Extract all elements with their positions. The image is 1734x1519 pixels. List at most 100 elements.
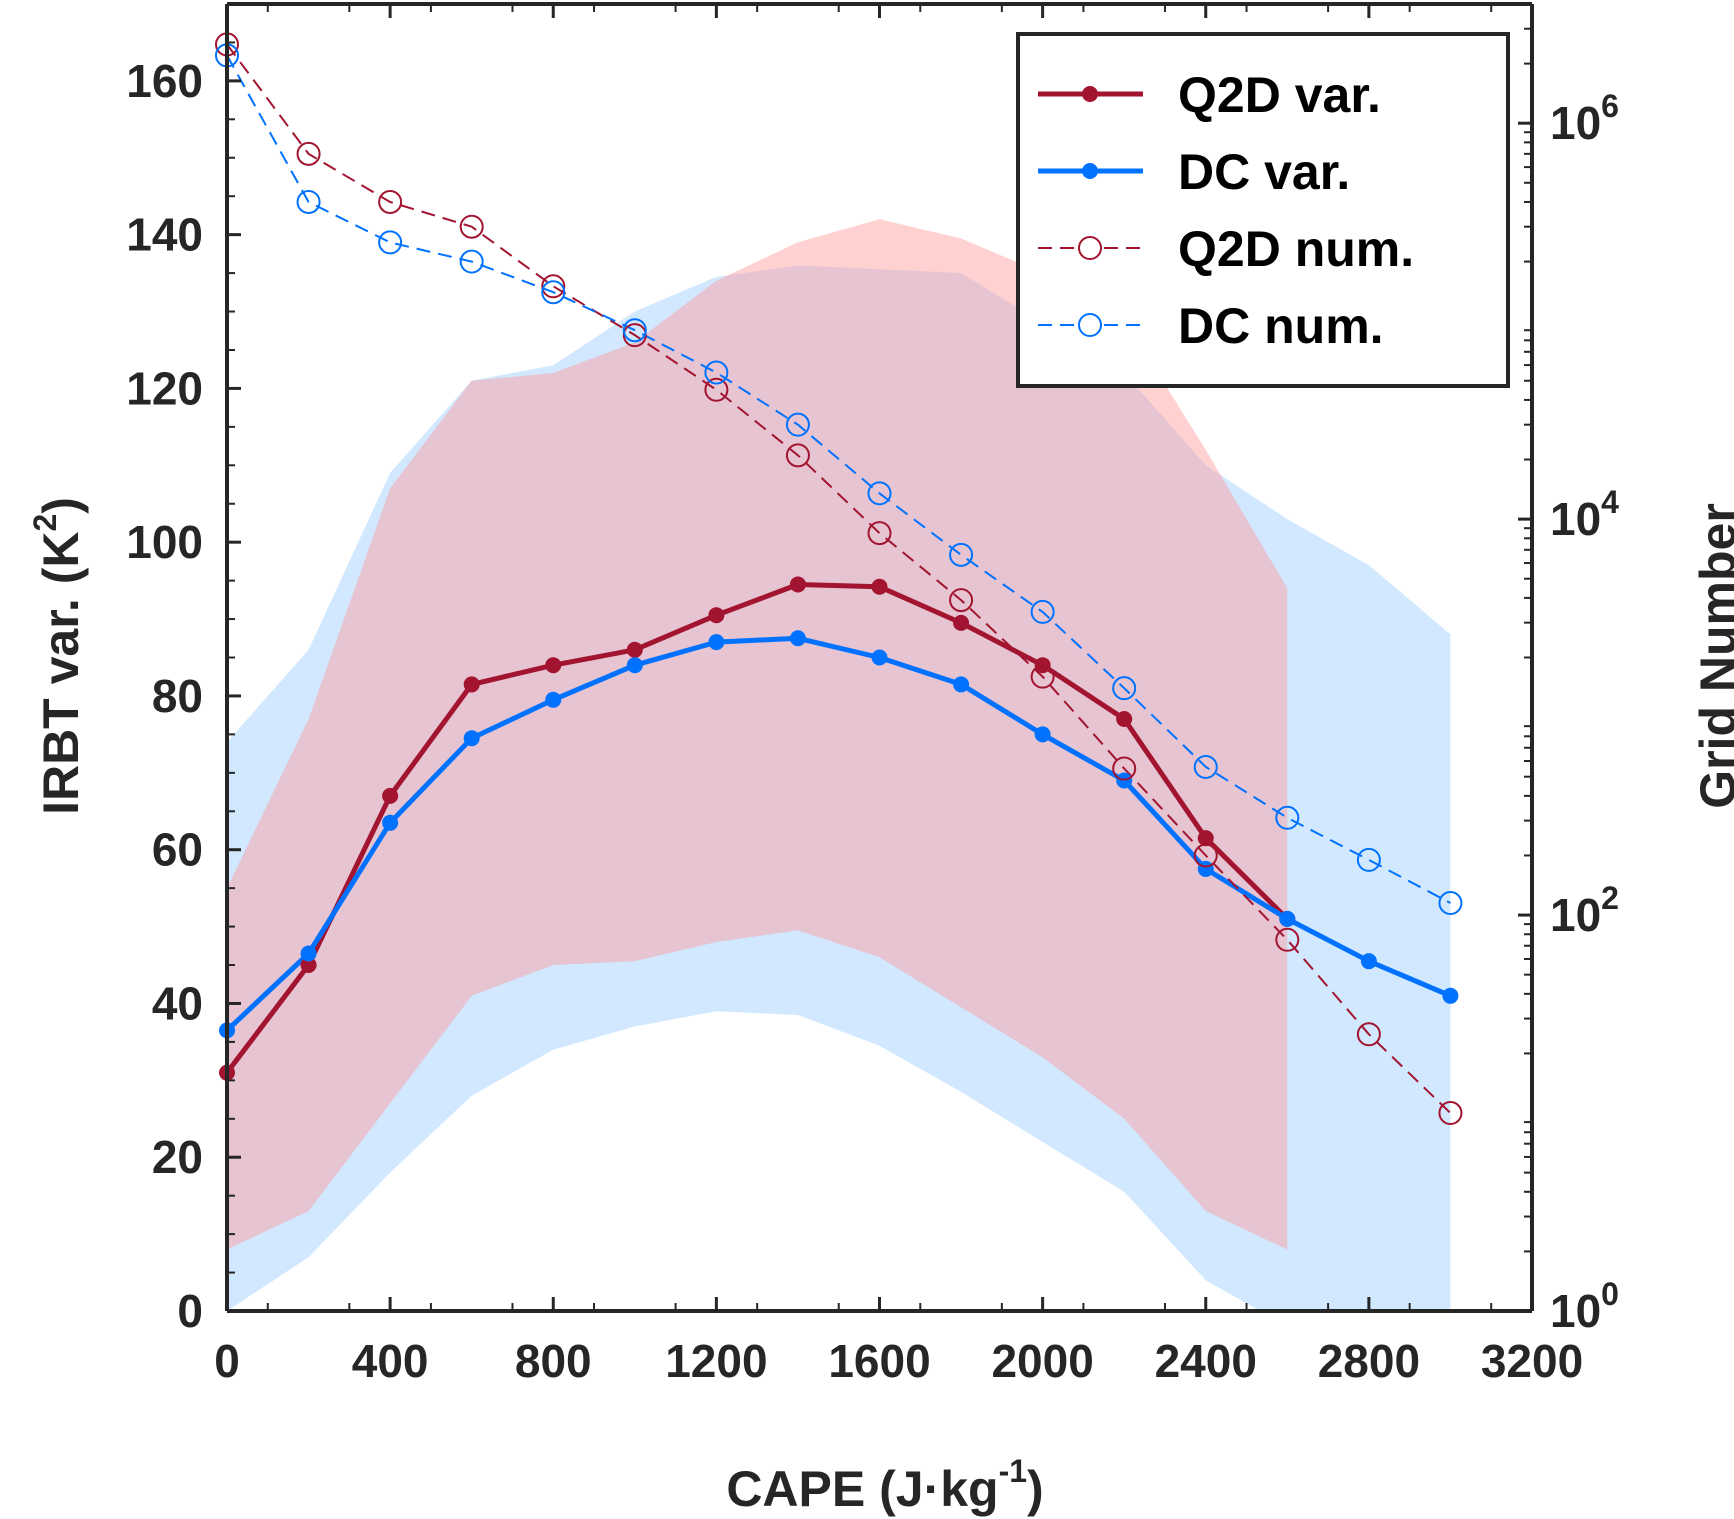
point-dc-num bbox=[1438, 891, 1463, 916]
y-tick-label: 60 bbox=[152, 824, 203, 876]
x-tick-label: 3200 bbox=[1481, 1335, 1583, 1387]
point-q2d-num bbox=[622, 323, 647, 348]
x-tick-label: 1200 bbox=[665, 1335, 767, 1387]
y2-tick-label: 104 bbox=[1550, 484, 1619, 545]
series-markers bbox=[215, 32, 1463, 1126]
point-dc-var bbox=[1116, 772, 1133, 789]
point-dc-var bbox=[1442, 987, 1459, 1004]
point-dc-var bbox=[708, 634, 725, 651]
point-q2d-num bbox=[867, 521, 892, 546]
point-q2d-var bbox=[789, 576, 806, 593]
y-tick-label: 40 bbox=[152, 977, 203, 1029]
y2-tick-label: 100 bbox=[1550, 1276, 1619, 1337]
point-dc-num bbox=[1275, 805, 1300, 830]
point-q2d-num bbox=[785, 443, 810, 468]
y2-axis-title: Grid Number bbox=[1690, 503, 1734, 809]
y-axis-title-end: ) bbox=[33, 497, 89, 514]
point-dc-num bbox=[867, 481, 892, 506]
band-dc-var bbox=[227, 265, 1451, 1311]
axis-ticks: 0 400 800 1200 1600 2000 2400 2800 3200 0 20 40 60 80… bbox=[126, 3, 1619, 1387]
point-q2d-var bbox=[953, 614, 970, 631]
point-dc-num bbox=[622, 318, 647, 343]
legend-marker-q2d-num bbox=[1078, 236, 1102, 260]
x-tick-label: 400 bbox=[352, 1335, 429, 1387]
point-dc-num bbox=[459, 249, 484, 274]
legend-label-q2d-var: Q2D var. bbox=[1178, 67, 1381, 123]
point-dc-num bbox=[1112, 676, 1137, 701]
point-q2d-var bbox=[545, 657, 562, 674]
point-q2d-num bbox=[1030, 664, 1055, 689]
point-dc-var bbox=[300, 945, 317, 962]
y-axis-title-superscript: 2 bbox=[27, 514, 63, 532]
point-dc-var bbox=[1279, 910, 1296, 927]
point-q2d-var bbox=[300, 957, 317, 974]
point-dc-var bbox=[382, 814, 399, 831]
legend-label-q2d-num: Q2D num. bbox=[1178, 221, 1414, 277]
y-axis-title: IRBT var. (K2) bbox=[27, 497, 89, 815]
point-dc-num bbox=[541, 280, 566, 305]
point-dc-var bbox=[1197, 860, 1214, 877]
line-q2d-num bbox=[227, 43, 1452, 1114]
point-q2d-var bbox=[871, 578, 888, 595]
point-q2d-var bbox=[1116, 711, 1133, 728]
point-dc-num bbox=[378, 230, 403, 255]
y-tick-label: 120 bbox=[126, 362, 203, 414]
y2-tick-label: 102 bbox=[1550, 880, 1619, 941]
point-q2d-num bbox=[541, 274, 566, 299]
point-q2d-var bbox=[1197, 830, 1214, 847]
point-dc-var bbox=[463, 730, 480, 747]
series-lines bbox=[227, 43, 1452, 1114]
point-q2d-num bbox=[1193, 843, 1218, 868]
point-dc-var bbox=[1360, 953, 1377, 970]
point-q2d-var bbox=[382, 787, 399, 804]
y-tick-label: 160 bbox=[126, 55, 203, 107]
point-q2d-num bbox=[296, 141, 321, 166]
legend-label-dc-num: DC num. bbox=[1178, 298, 1384, 354]
point-dc-num bbox=[704, 360, 729, 385]
y-tick-label: 140 bbox=[126, 209, 203, 261]
legend-marker-q2d-var bbox=[1082, 86, 1098, 102]
legend-marker-dc-var bbox=[1082, 163, 1098, 179]
point-q2d-num bbox=[1356, 1022, 1381, 1047]
x-axis-title-main: CAPE (J·kg bbox=[726, 1461, 998, 1517]
y-tick-label: 0 bbox=[177, 1285, 203, 1337]
x-tick-label: 0 bbox=[214, 1335, 240, 1387]
point-q2d-num bbox=[459, 214, 484, 239]
legend-label-dc-var: DC var. bbox=[1178, 144, 1350, 200]
x-tick-label: 2400 bbox=[1155, 1335, 1257, 1387]
y2-tick-label: 106 bbox=[1550, 88, 1619, 149]
x-tick-label: 1600 bbox=[828, 1335, 930, 1387]
point-dc-var bbox=[626, 657, 643, 674]
point-dc-num bbox=[785, 412, 810, 437]
point-q2d-var bbox=[708, 607, 725, 624]
point-q2d-num bbox=[1112, 756, 1137, 781]
point-dc-num bbox=[1030, 599, 1055, 624]
x-axis-title-superscript: -1 bbox=[999, 1453, 1027, 1489]
line-q2d-var bbox=[227, 582, 1290, 1075]
point-q2d-var bbox=[463, 676, 480, 693]
point-dc-var bbox=[871, 649, 888, 666]
band-q2d-var bbox=[227, 219, 1288, 1250]
point-dc-var bbox=[789, 630, 806, 647]
point-q2d-var bbox=[626, 641, 643, 658]
point-q2d-num bbox=[1438, 1101, 1463, 1126]
point-q2d-num bbox=[378, 189, 403, 214]
legend: Q2D var. DC var. Q2D num. DC num. bbox=[1016, 32, 1510, 388]
x-tick-label: 2000 bbox=[991, 1335, 1093, 1387]
point-q2d-num bbox=[1275, 927, 1300, 952]
point-dc-var bbox=[545, 691, 562, 708]
point-q2d-num bbox=[704, 377, 729, 402]
point-dc-num bbox=[949, 542, 974, 567]
y-tick-label: 20 bbox=[152, 1131, 203, 1183]
x-axis-title: CAPE (J·kg-1) bbox=[726, 1453, 1043, 1517]
point-dc-num bbox=[1193, 754, 1218, 779]
y-tick-label: 80 bbox=[152, 670, 203, 722]
legend-marker-dc-num bbox=[1078, 313, 1102, 337]
point-dc-num bbox=[1356, 847, 1381, 872]
x-tick-label: 800 bbox=[515, 1335, 592, 1387]
point-dc-num bbox=[296, 189, 321, 214]
point-q2d-num bbox=[949, 588, 974, 613]
point-dc-var bbox=[953, 676, 970, 693]
x-axis-title-end: ) bbox=[1027, 1461, 1044, 1517]
line-dc-num bbox=[227, 54, 1451, 904]
